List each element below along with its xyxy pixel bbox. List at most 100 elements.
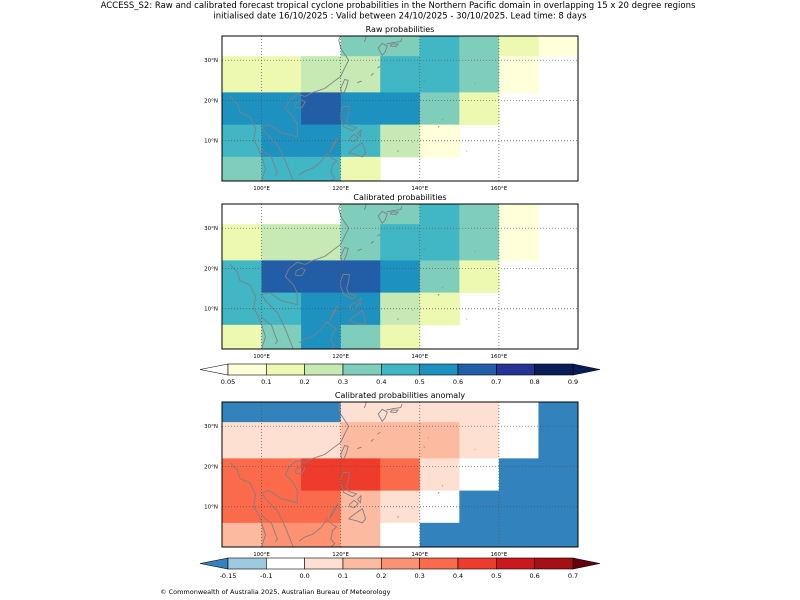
map-frame xyxy=(221,35,579,182)
x-tick-label: 120°E xyxy=(332,354,349,360)
panel-title: Calibrated probabilities anomaly xyxy=(335,391,465,400)
coastline xyxy=(389,211,399,215)
y-tick-label: 20°N xyxy=(204,464,218,470)
probability-cell xyxy=(222,522,263,548)
probability-cell xyxy=(340,204,381,225)
colorbar-tick-label: 0.7 xyxy=(491,378,501,386)
probability-cell xyxy=(419,458,460,492)
probability-cell xyxy=(301,92,342,126)
coastline xyxy=(329,305,339,322)
probability-cell xyxy=(261,156,302,182)
probability-cell xyxy=(301,458,342,492)
probability-cell xyxy=(498,422,539,459)
probability-cell xyxy=(459,224,500,261)
colorbar-bin xyxy=(304,363,344,376)
x-tick-label: 140°E xyxy=(411,186,428,192)
coastline xyxy=(260,203,350,350)
coastline xyxy=(397,318,399,320)
coastline xyxy=(298,152,338,182)
probability-cell xyxy=(340,522,381,548)
coastline xyxy=(348,141,367,158)
panel-title: Calibrated probabilities xyxy=(353,193,446,202)
probability-cell xyxy=(340,36,381,57)
probability-cell xyxy=(261,260,302,294)
colorbar-tick-label: 0.6 xyxy=(529,572,539,580)
colorbar-bin xyxy=(496,557,535,570)
probability-cell xyxy=(380,324,421,350)
coastline xyxy=(298,320,338,350)
probability-cell xyxy=(340,56,381,93)
probability-cell xyxy=(340,224,381,261)
probability-cell xyxy=(222,458,263,492)
probability-cell xyxy=(340,260,381,294)
probability-cell xyxy=(261,224,302,261)
coastline xyxy=(357,248,362,252)
probability-cell xyxy=(538,422,579,459)
coastline xyxy=(377,65,381,69)
colorbar-bin xyxy=(266,557,305,570)
calibrated-anomaly-panel: 100°E 120°E 140°E 160°E 10°N 20°N 30°N Calibrat… xyxy=(204,391,579,558)
colorbar-tick-label: -0.15 xyxy=(220,572,237,580)
coastline xyxy=(377,408,388,423)
coastline xyxy=(329,137,339,154)
y-tick-label: 30°N xyxy=(204,58,218,64)
probability-cell xyxy=(380,36,421,57)
colorbar-tick-label: 0.2 xyxy=(299,378,309,386)
probability-cell xyxy=(222,56,263,93)
coastline xyxy=(370,72,374,76)
coastline xyxy=(386,403,403,411)
probability-cell xyxy=(222,422,263,459)
probability-cell xyxy=(498,458,539,492)
colorbar-tick-label: 0.5 xyxy=(414,378,424,386)
probability-cell xyxy=(419,224,460,261)
probability-cell xyxy=(419,522,460,548)
x-tick-label: 120°E xyxy=(332,552,349,558)
probability-cell xyxy=(459,92,500,126)
coastline xyxy=(340,444,349,459)
x-tick-label: 160°E xyxy=(491,186,508,192)
probability-cell xyxy=(459,204,500,225)
colorbar-bin xyxy=(381,363,420,376)
probability-cell xyxy=(498,402,539,423)
coastline xyxy=(298,518,338,548)
coastline xyxy=(260,35,350,182)
x-tick-label: 140°E xyxy=(411,354,428,360)
probability-cell xyxy=(380,224,421,261)
colorbar-tick-label: 0.6 xyxy=(453,378,463,386)
x-tick-label: 120°E xyxy=(332,186,349,192)
coastline xyxy=(348,309,367,326)
colorbar-bin xyxy=(342,363,382,376)
probability-cell xyxy=(222,156,263,182)
copyright-notice: © Commonwealth of Australia 2025, Austra… xyxy=(160,588,391,596)
probability-cell xyxy=(301,260,342,294)
probability-cell xyxy=(222,260,263,294)
colorbar-tick-label: 0.3 xyxy=(414,572,424,580)
colorbar-tick-label: 0.1 xyxy=(261,378,271,386)
colorbar-bin xyxy=(534,557,574,570)
colorbar-tick-label: 0.2 xyxy=(376,572,386,580)
coastline xyxy=(370,240,374,244)
probability-cell xyxy=(498,522,539,548)
colorbar-tick-label: 0.8 xyxy=(529,378,539,386)
x-tick-label: 100°E xyxy=(253,354,270,360)
probability-cell xyxy=(261,324,302,350)
colorbar-bin xyxy=(419,363,459,376)
coastline xyxy=(437,293,440,296)
colorbar-over-extend xyxy=(572,557,601,570)
probability-cell xyxy=(222,224,263,261)
probability-cell xyxy=(380,402,421,423)
probability-cell xyxy=(459,260,500,294)
coastline xyxy=(357,297,362,306)
coastline xyxy=(229,264,266,350)
coastline xyxy=(348,133,359,142)
coastline xyxy=(357,446,362,450)
colorbar-bin xyxy=(304,557,344,570)
coastline xyxy=(261,514,278,543)
coastline xyxy=(397,150,399,152)
colorbar-tick-label: -0.1 xyxy=(260,572,273,580)
probability-cell xyxy=(538,36,579,57)
probability-cell xyxy=(498,56,539,93)
x-tick-label: 160°E xyxy=(491,552,508,558)
probability-cell xyxy=(419,402,460,423)
